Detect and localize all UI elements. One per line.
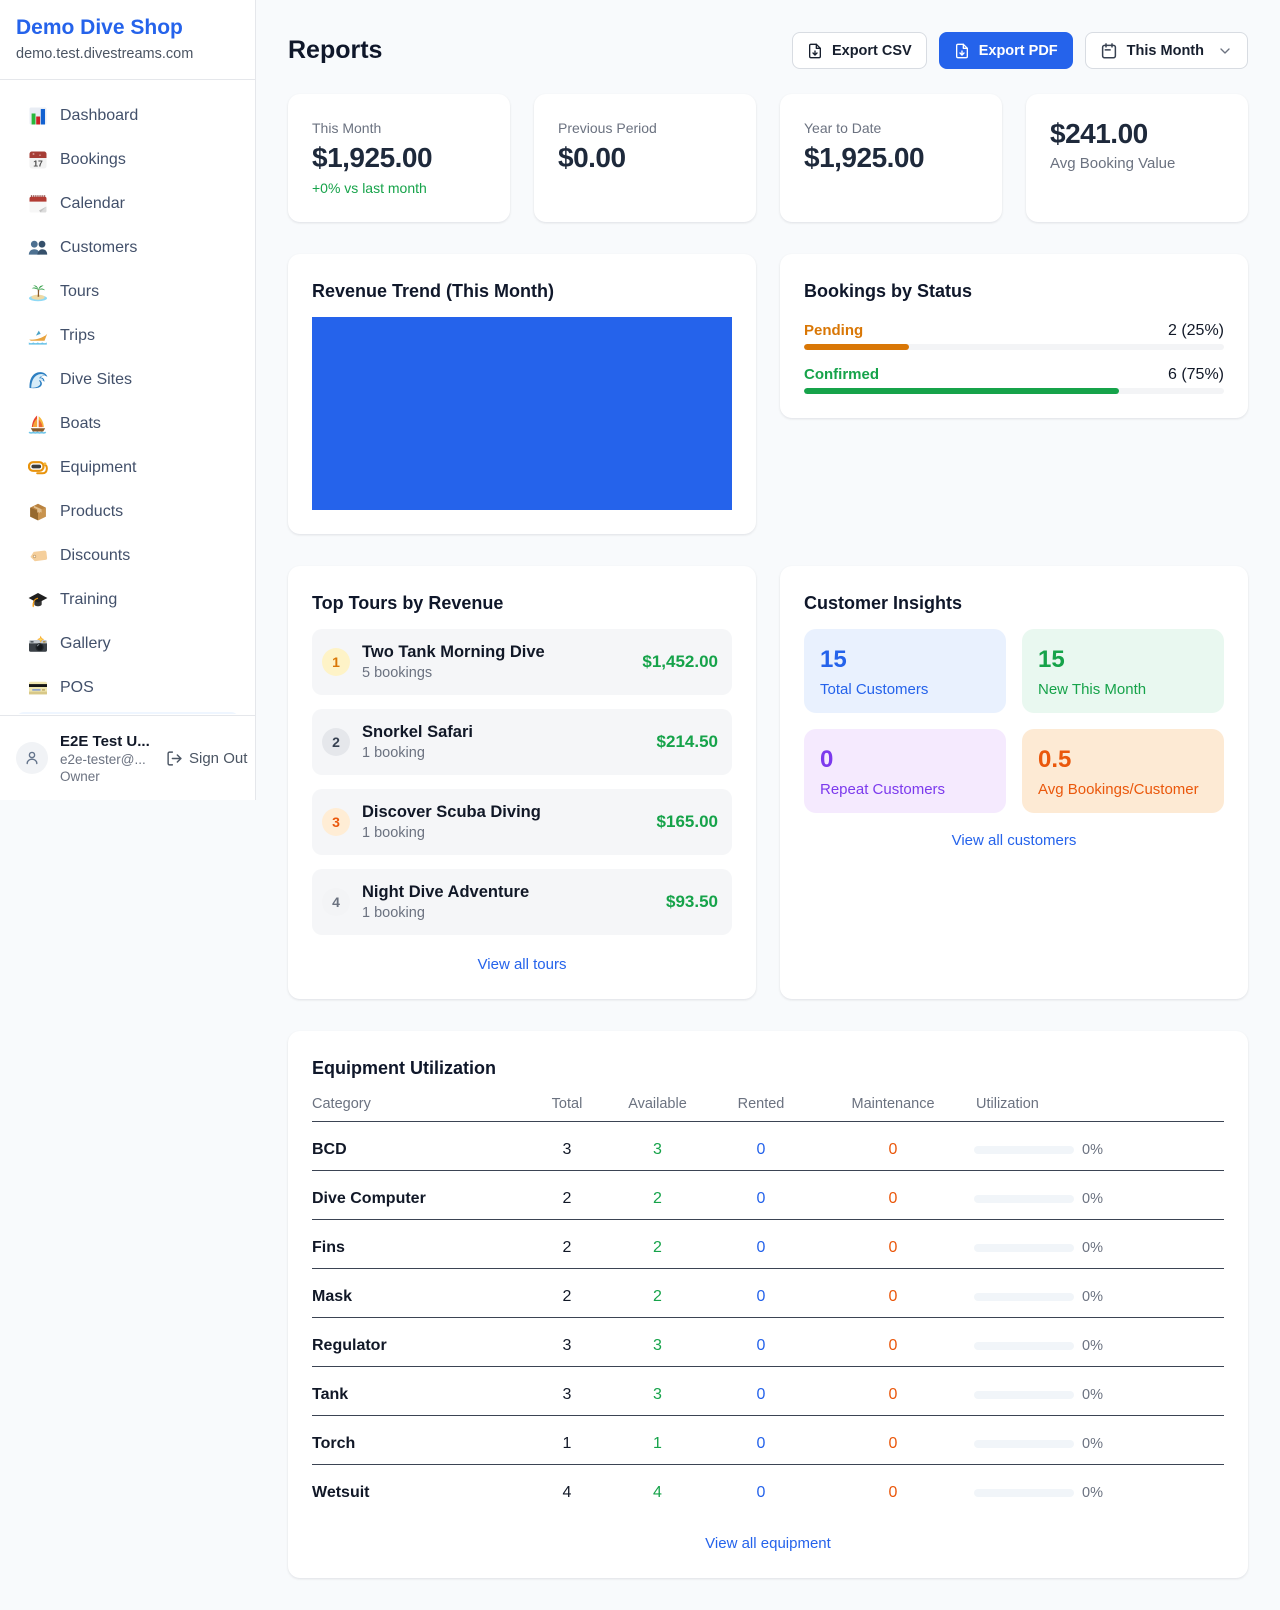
- svg-text:17: 17: [33, 158, 43, 168]
